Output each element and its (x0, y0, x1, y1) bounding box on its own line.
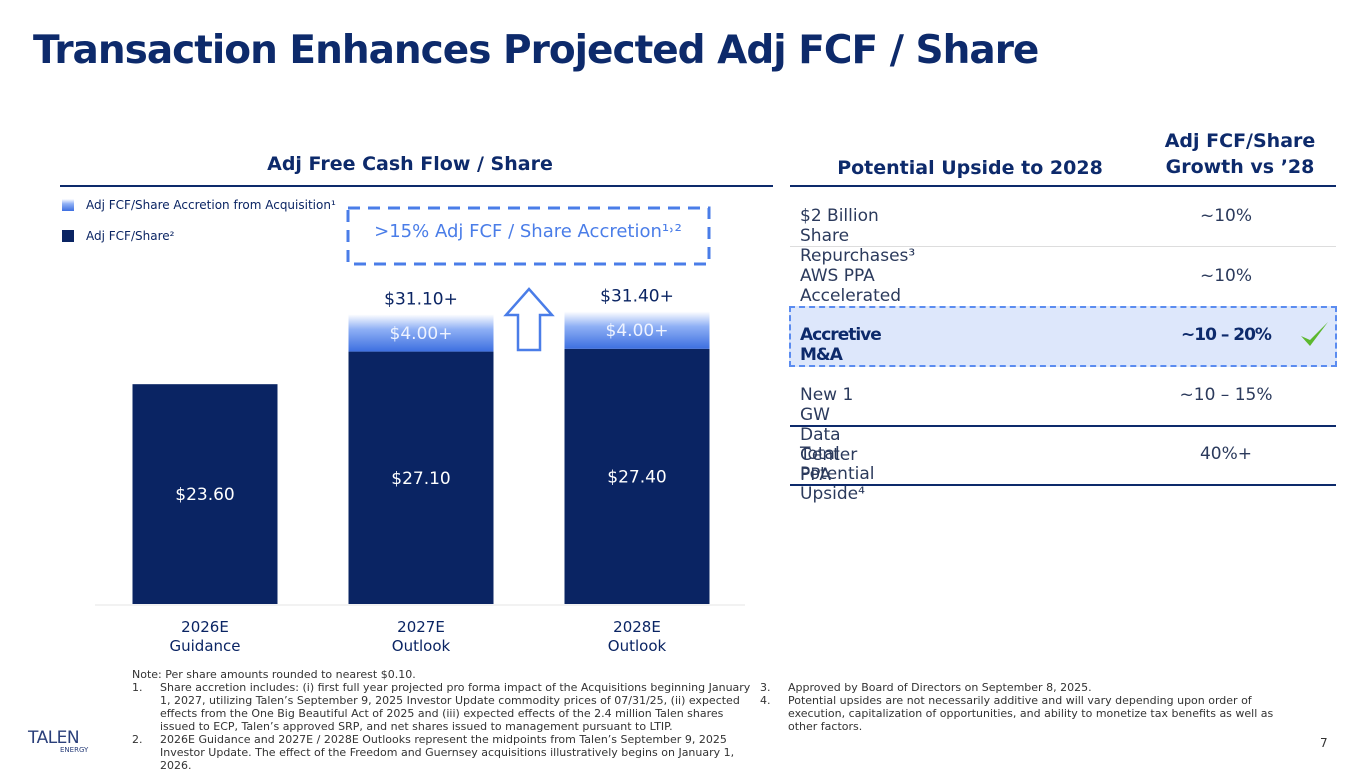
cell: ~10% (1199, 265, 1253, 286)
table-header: Adj FCF/Share Growth vs ’28 (1164, 130, 1316, 178)
logo: TALEN (28, 728, 80, 748)
x-tick-label: 2027E Outlook (392, 618, 451, 655)
x-tick-line: Guidance (170, 637, 241, 655)
row-rule (790, 484, 1336, 486)
cell: Total Potential Upside⁴ (800, 444, 875, 504)
note-num: 2. (132, 733, 143, 746)
callout-box (346, 206, 711, 266)
note-text: Approved by Board of Directors on Septem… (788, 681, 1092, 694)
check-icon (1301, 322, 1328, 346)
page-number: 7 (1320, 736, 1328, 750)
note-text: Share accretion includes: (i) first full… (160, 681, 751, 733)
bar-segment (348, 351, 494, 604)
row-rule (790, 246, 1336, 247)
note-num: 4. (760, 694, 771, 707)
x-tick-line: 2028E (613, 618, 661, 636)
x-tick-line: 2027E (397, 618, 445, 636)
legend-swatch (62, 230, 74, 242)
note-text: 2026E Guidance and 2027E / 2028E Outlook… (160, 733, 735, 772)
table-header: Potential Upside to 2028 (837, 157, 1103, 179)
value-label: $27.10 (391, 469, 450, 489)
row-rule (790, 424, 1336, 427)
callout: >15% Adj FCF / Share Accretion¹˒² (374, 221, 682, 242)
logo-sub: ENERGY (60, 746, 89, 754)
note-item: 1. Share accretion includes: (i) first fu… (132, 681, 752, 733)
slide-title: Transaction Enhances Projected Adj FCF /… (33, 28, 1039, 73)
note-item: 2. 2026E Guidance and 2027E / 2028E Outlo… (132, 733, 752, 772)
check (1298, 318, 1330, 350)
note-text: Potential upsides are not necessarily ad… (788, 694, 1274, 733)
value-label: $27.40 (607, 467, 666, 487)
chart-title: Adj Free Cash Flow / Share (267, 153, 553, 175)
x-tick-line: Outlook (392, 637, 451, 655)
cell: ~10 – 15% (1179, 384, 1273, 405)
bar-segment (564, 348, 710, 604)
value-label: $4.00+ (606, 321, 669, 341)
x-tick-label: 2028E Outlook (608, 618, 667, 655)
legend-label: Adj FCF/Share Accretion from Acquisition… (86, 198, 336, 212)
total-label: $31.40+ (600, 287, 674, 307)
cell: New 1 GW Data Center PPA (800, 384, 858, 485)
bar-segment (348, 314, 494, 352)
bar-segment (132, 384, 278, 604)
x-tick-line: 2026E (181, 618, 229, 636)
x-tick-label: 2026E Guidance (170, 618, 241, 655)
note: Note: Per share amounts rounded to neare… (132, 668, 416, 681)
total-label: $31.10+ (384, 289, 458, 309)
legend-swatch (62, 199, 74, 211)
note-num: 3. (760, 681, 771, 694)
table-rule (790, 185, 1336, 187)
legend-label: Adj FCF/Share² (86, 229, 175, 243)
arrow (503, 287, 555, 352)
cell: ~10% (1199, 206, 1253, 226)
x-tick-line: Outlook (608, 637, 667, 655)
cell: Accretive M&A (800, 325, 882, 365)
cell: ~10 – 20% (1181, 325, 1272, 345)
value-label: $4.00+ (390, 324, 453, 344)
note-num: 1. (132, 681, 143, 694)
note-item: 4. Potential upsides are not necessarily … (760, 694, 1280, 733)
cell: $2 Billion Share Repurchases³ (800, 206, 916, 266)
highlight (789, 306, 1337, 367)
footnotes-left: Note: Per share amounts rounded to neare… (132, 668, 752, 772)
cell: 40%+ (1199, 444, 1253, 464)
bar-segment (564, 311, 710, 349)
value-label: $23.60 (175, 485, 234, 505)
footnotes-right: 3. Approved by Board of Directors on Sept… (760, 681, 1280, 733)
note-item: 3. Approved by Board of Directors on Sept… (760, 681, 1280, 694)
